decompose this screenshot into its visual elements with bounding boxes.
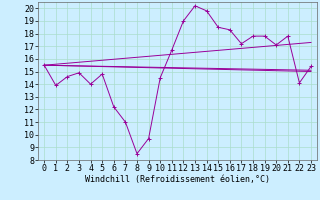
X-axis label: Windchill (Refroidissement éolien,°C): Windchill (Refroidissement éolien,°C) (85, 175, 270, 184)
